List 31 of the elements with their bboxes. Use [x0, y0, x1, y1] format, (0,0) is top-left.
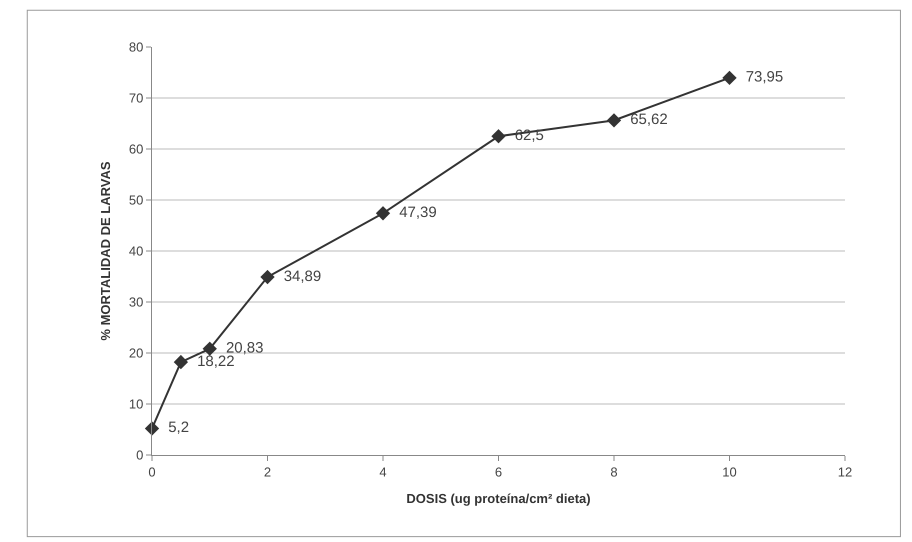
x-axis-title: DOSIS (ug proteína/cm² dieta)	[406, 491, 591, 506]
x-tick-label: 8	[610, 464, 618, 480]
point	[376, 206, 390, 220]
y-tick-label: 20	[128, 346, 144, 361]
data-label: 47,39	[390, 204, 437, 222]
y-tick-label: 50	[128, 192, 144, 208]
y-tick-label: 30	[128, 294, 144, 310]
y-tick-label: 40	[128, 244, 144, 259]
point	[491, 129, 506, 144]
x-tick-label: 6	[494, 464, 502, 480]
y-tick-label: 70	[128, 90, 144, 106]
y-axis-title: % MORTALIDAD DE LARVAS	[98, 161, 113, 341]
y-tick-label: 80	[128, 40, 144, 55]
data-label: 62,5	[506, 127, 544, 144]
point	[174, 354, 188, 370]
y-tick-label: 60	[128, 142, 144, 157]
x-tick-label: 12	[838, 464, 852, 480]
point	[202, 342, 217, 356]
point	[260, 270, 275, 284]
x-tick-label: 2	[264, 464, 272, 480]
point	[722, 70, 737, 86]
y-tick-label: 0	[136, 448, 144, 463]
point	[606, 113, 622, 128]
data-label: 65,62	[622, 111, 668, 128]
data-label: 34,89	[275, 268, 322, 285]
x-tick-label: 10	[722, 464, 737, 480]
y-tick-label: 10	[128, 396, 144, 412]
data-label: 5,2	[160, 419, 190, 436]
x-tick-label: 4	[379, 464, 387, 480]
data-label: 73,95	[737, 68, 784, 86]
x-tick-label: 0	[148, 464, 156, 480]
